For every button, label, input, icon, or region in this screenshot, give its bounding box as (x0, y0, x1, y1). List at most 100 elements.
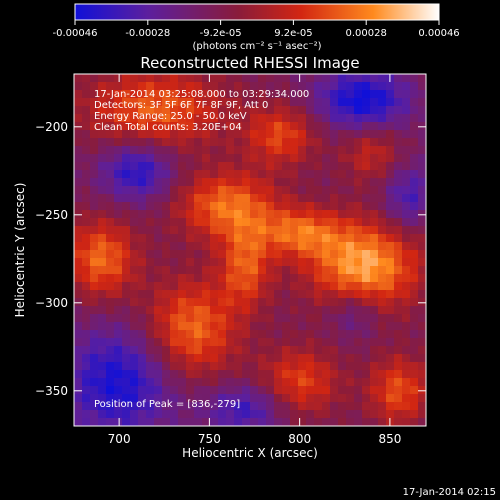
heatmap-cell (410, 330, 419, 339)
heatmap-cell (202, 370, 211, 379)
heatmap-cell (306, 322, 315, 331)
heatmap-cell (354, 258, 363, 267)
heatmap-cell (258, 210, 267, 219)
heatmap-cell (338, 186, 347, 195)
heatmap-cell (378, 378, 387, 387)
heatmap-cell (402, 226, 411, 235)
heatmap-cell (258, 322, 267, 331)
heatmap-cell (194, 186, 203, 195)
heatmap-cell (74, 418, 83, 427)
heatmap-cell (338, 226, 347, 235)
heatmap-cell (362, 210, 371, 219)
heatmap-cell (178, 410, 187, 419)
heatmap-cell (162, 330, 171, 339)
heatmap-cell (386, 130, 395, 139)
heatmap-cell (130, 258, 139, 267)
heatmap-cell (354, 226, 363, 235)
heatmap-cell (162, 74, 171, 83)
heatmap-cell (194, 250, 203, 259)
heatmap-cell (170, 282, 179, 291)
heatmap-cell (202, 218, 211, 227)
heatmap-cell (386, 354, 395, 363)
heatmap-cell (194, 274, 203, 283)
heatmap-cell (274, 346, 283, 355)
heatmap-cell (226, 106, 235, 115)
heatmap-cell (186, 258, 195, 267)
heatmap-cell (322, 130, 331, 139)
heatmap-cell (418, 418, 427, 427)
heatmap-cell (290, 306, 299, 315)
heatmap-cell (74, 338, 83, 347)
heatmap-cell (274, 354, 283, 363)
heatmap-cell (202, 298, 211, 307)
heatmap-cell (178, 314, 187, 323)
heatmap-cell (114, 338, 123, 347)
heatmap-cell (266, 330, 275, 339)
heatmap-cell (402, 258, 411, 267)
heatmap-cell (298, 218, 307, 227)
heatmap-cell (258, 74, 267, 83)
heatmap-cell (114, 258, 123, 267)
heatmap-cell (122, 186, 131, 195)
heatmap-cell (114, 226, 123, 235)
heatmap-cell (138, 138, 147, 147)
heatmap-cell (338, 314, 347, 323)
heatmap-cell (106, 338, 115, 347)
heatmap-cell (338, 98, 347, 107)
heatmap-cell (394, 250, 403, 259)
heatmap-cell (146, 226, 155, 235)
heatmap-cell (274, 258, 283, 267)
heatmap-cell (306, 194, 315, 203)
heatmap-cell (218, 154, 227, 163)
heatmap-cell (282, 130, 291, 139)
heatmap-cell (162, 298, 171, 307)
heatmap-cell (346, 242, 355, 251)
heatmap-cell (202, 202, 211, 211)
heatmap-cell (330, 282, 339, 291)
heatmap-cell (306, 122, 315, 131)
heatmap-cell (130, 106, 139, 115)
heatmap-cell (378, 314, 387, 323)
heatmap-cell (258, 82, 267, 91)
heatmap-cell (106, 266, 115, 275)
heatmap-cell (314, 258, 323, 267)
heatmap-cell (330, 226, 339, 235)
heatmap-cell (386, 290, 395, 299)
heatmap-cell (242, 346, 251, 355)
heatmap-cell (418, 298, 427, 307)
heatmap-cell (346, 82, 355, 91)
heatmap-cell (282, 386, 291, 395)
heatmap-cell (306, 282, 315, 291)
heatmap-cell (386, 194, 395, 203)
heatmap-cell (386, 218, 395, 227)
heatmap-cell (162, 378, 171, 387)
heatmap-cell (330, 146, 339, 155)
heatmap-cell (114, 402, 123, 411)
heatmap-cell (258, 330, 267, 339)
heatmap-cell (114, 90, 123, 99)
heatmap-cell (194, 162, 203, 171)
heatmap-cell (410, 186, 419, 195)
heatmap-cell (170, 290, 179, 299)
heatmap-cell (354, 82, 363, 91)
heatmap-cell (114, 178, 123, 187)
heatmap-cell (378, 154, 387, 163)
heatmap-cell (154, 138, 163, 147)
heatmap-cell (74, 186, 83, 195)
heatmap-cell (154, 90, 163, 99)
heatmap-cell (338, 410, 347, 419)
heatmap-cell (74, 402, 83, 411)
heatmap-cell (274, 290, 283, 299)
heatmap-cell (306, 226, 315, 235)
heatmap-cell (130, 306, 139, 315)
heatmap-cell (74, 178, 83, 187)
heatmap-cell (138, 330, 147, 339)
heatmap-cell (298, 258, 307, 267)
heatmap-cell (98, 338, 107, 347)
heatmap-cell (98, 146, 107, 155)
heatmap-cell (298, 74, 307, 83)
heatmap-cell (90, 82, 99, 91)
heatmap-cell (338, 362, 347, 371)
heatmap-cell (338, 82, 347, 91)
heatmap-cell (346, 154, 355, 163)
